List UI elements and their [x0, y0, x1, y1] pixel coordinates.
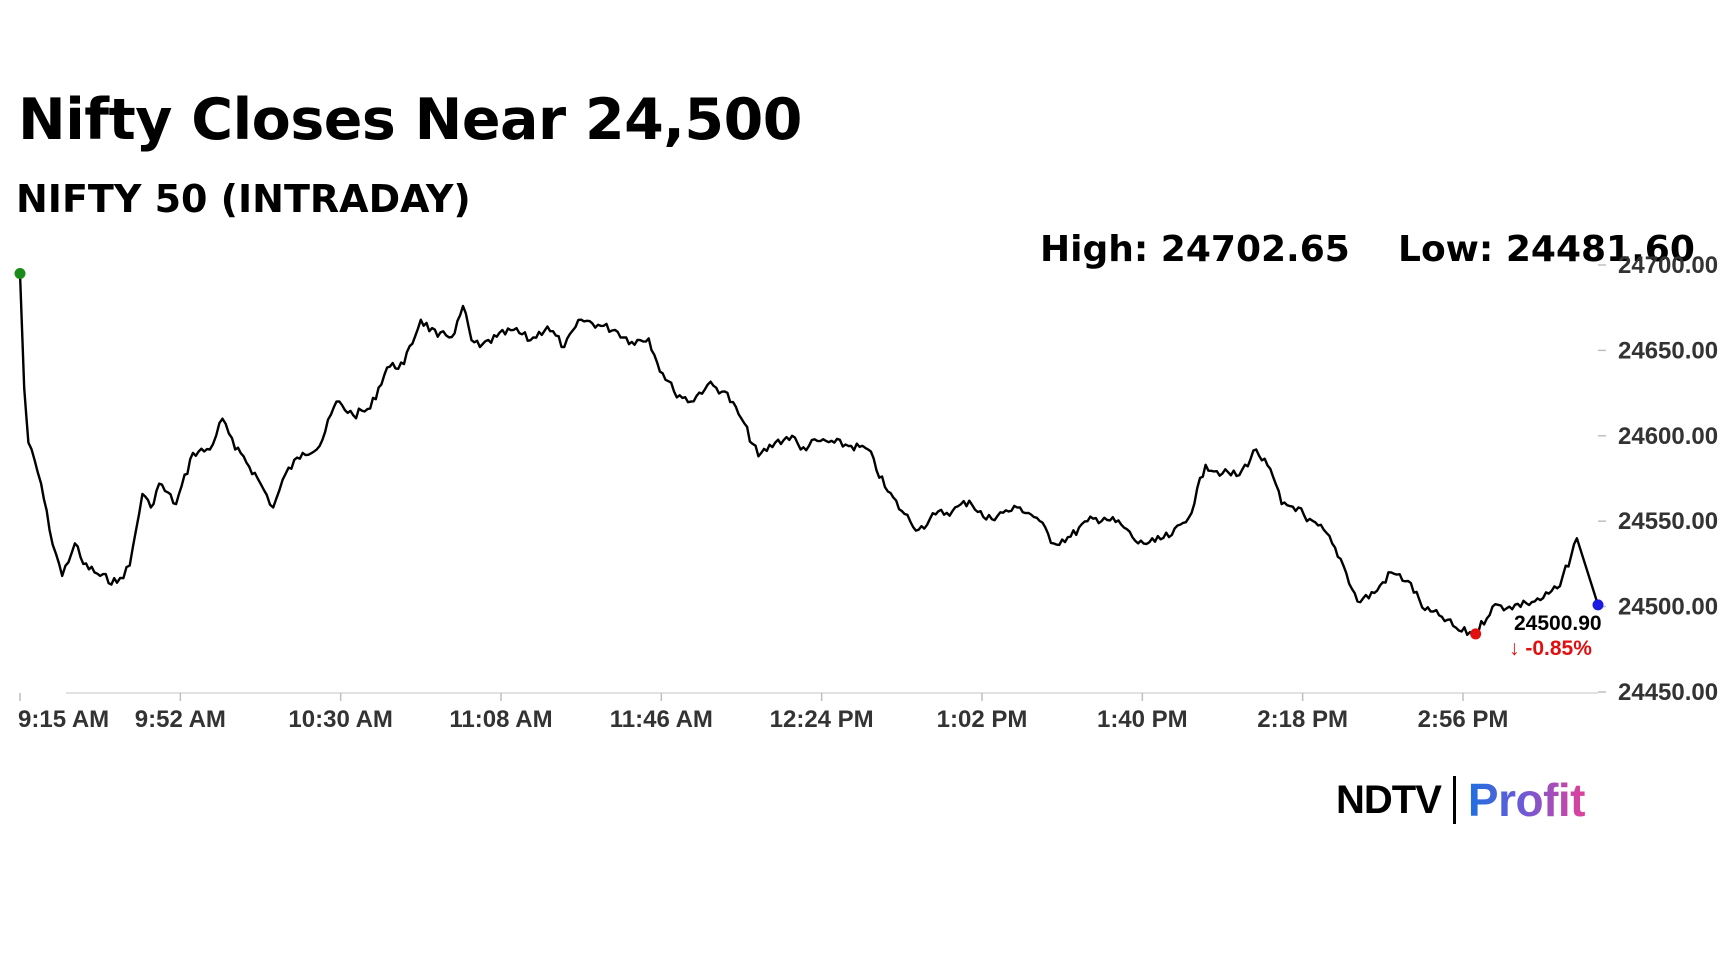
- series-layer: [18, 273, 1600, 637]
- open-point-marker: [14, 268, 26, 280]
- x-tick-label: 9:52 AM: [135, 706, 226, 733]
- ndtv-profit-logo: NDTV Profit: [1336, 772, 1586, 828]
- chart-subtitle: NIFTY 50 (INTRADAY): [16, 177, 471, 221]
- x-tick-label: 11:46 AM: [610, 706, 713, 733]
- axes: 9:15 AM 9:52 AM 10:30 AM 11:08 AM 11:46 AM 12…: [18, 252, 1718, 733]
- brand-profit: Profit: [1467, 774, 1586, 826]
- y-tick-label: 24550.00: [1618, 508, 1718, 535]
- x-tick-label: 2:18 PM: [1257, 706, 1348, 733]
- brand-divider: [1452, 776, 1456, 824]
- y-tick-label: 24450.00: [1618, 679, 1718, 706]
- x-tick-label: 11:08 AM: [449, 706, 552, 733]
- high-value-label: High: 24702.65: [1040, 229, 1350, 270]
- y-tick-label: 24600.00: [1618, 423, 1718, 450]
- markers: 24500.90↓ -0.85%: [14, 268, 1604, 660]
- y-tick-label: 24500.00: [1618, 594, 1718, 621]
- x-tick-label: 1:40 PM: [1097, 706, 1188, 733]
- x-tick-label: 12:24 PM: [770, 706, 874, 733]
- x-tick-label: 2:56 PM: [1418, 706, 1509, 733]
- close-point-marker: [1592, 599, 1604, 611]
- brand-ndtv: NDTV: [1336, 777, 1442, 822]
- x-tick-label: 9:15 AM: [18, 706, 109, 733]
- low-value-label: Low: 24481.60: [1398, 229, 1695, 270]
- y-tick-label: 24700.00: [1618, 252, 1718, 279]
- page-title: Nifty Closes Near 24,500: [18, 87, 802, 153]
- x-tick-label: 10:30 AM: [288, 706, 392, 733]
- x-tick-label: 1:02 PM: [937, 706, 1028, 733]
- nifty-series-line: [18, 273, 1600, 637]
- y-tick-label: 24650.00: [1618, 337, 1718, 364]
- low-point-marker: [1470, 628, 1482, 640]
- last-value-label: 24500.90: [1514, 612, 1602, 635]
- change-percent-label: ↓ -0.85%: [1509, 637, 1592, 660]
